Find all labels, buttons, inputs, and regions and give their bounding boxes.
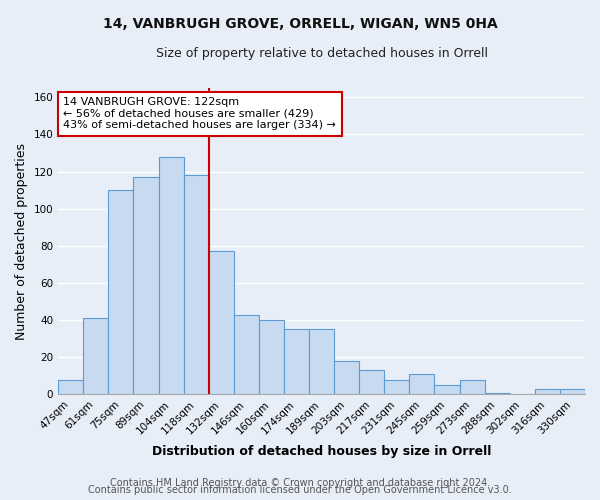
Y-axis label: Number of detached properties: Number of detached properties [15, 143, 28, 340]
Bar [560, 389, 585, 394]
Text: Contains HM Land Registry data © Crown copyright and database right 2024.: Contains HM Land Registry data © Crown c… [110, 478, 490, 488]
Bar [485, 392, 510, 394]
Bar [385, 380, 409, 394]
Bar [158, 157, 184, 394]
Bar [209, 252, 234, 394]
X-axis label: Distribution of detached houses by size in Orrell: Distribution of detached houses by size … [152, 444, 491, 458]
Bar [434, 385, 460, 394]
Bar [535, 389, 560, 394]
Bar [309, 330, 334, 394]
Bar [109, 190, 133, 394]
Text: 14 VANBRUGH GROVE: 122sqm
← 56% of detached houses are smaller (429)
43% of semi: 14 VANBRUGH GROVE: 122sqm ← 56% of detac… [64, 97, 337, 130]
Bar [284, 330, 309, 394]
Bar [133, 177, 158, 394]
Bar [58, 380, 83, 394]
Bar [234, 314, 259, 394]
Bar [460, 380, 485, 394]
Title: Size of property relative to detached houses in Orrell: Size of property relative to detached ho… [155, 48, 488, 60]
Bar [409, 374, 434, 394]
Text: 14, VANBRUGH GROVE, ORRELL, WIGAN, WN5 0HA: 14, VANBRUGH GROVE, ORRELL, WIGAN, WN5 0… [103, 18, 497, 32]
Bar [334, 361, 359, 394]
Bar [83, 318, 109, 394]
Bar [359, 370, 385, 394]
Text: Contains public sector information licensed under the Open Government Licence v3: Contains public sector information licen… [88, 485, 512, 495]
Bar [259, 320, 284, 394]
Bar [184, 176, 209, 394]
